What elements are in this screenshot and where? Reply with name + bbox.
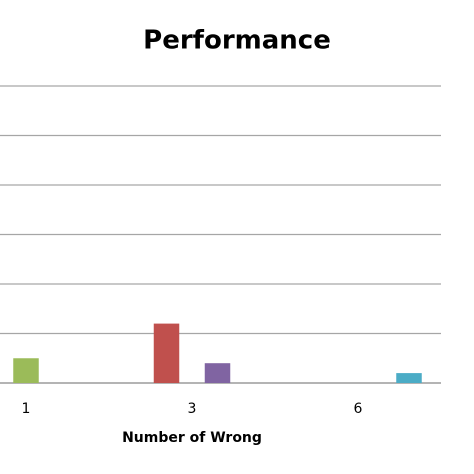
bar	[13, 358, 39, 383]
bar	[204, 363, 231, 383]
x-tick-label: 3	[188, 401, 197, 417]
x-tick-label: 6	[354, 401, 363, 417]
bar	[396, 373, 422, 383]
chart-title: Performance	[143, 26, 331, 56]
x-tick-label: 1	[22, 401, 31, 417]
x-axis-title: Number of Wrong	[122, 430, 262, 446]
bar	[153, 323, 180, 383]
